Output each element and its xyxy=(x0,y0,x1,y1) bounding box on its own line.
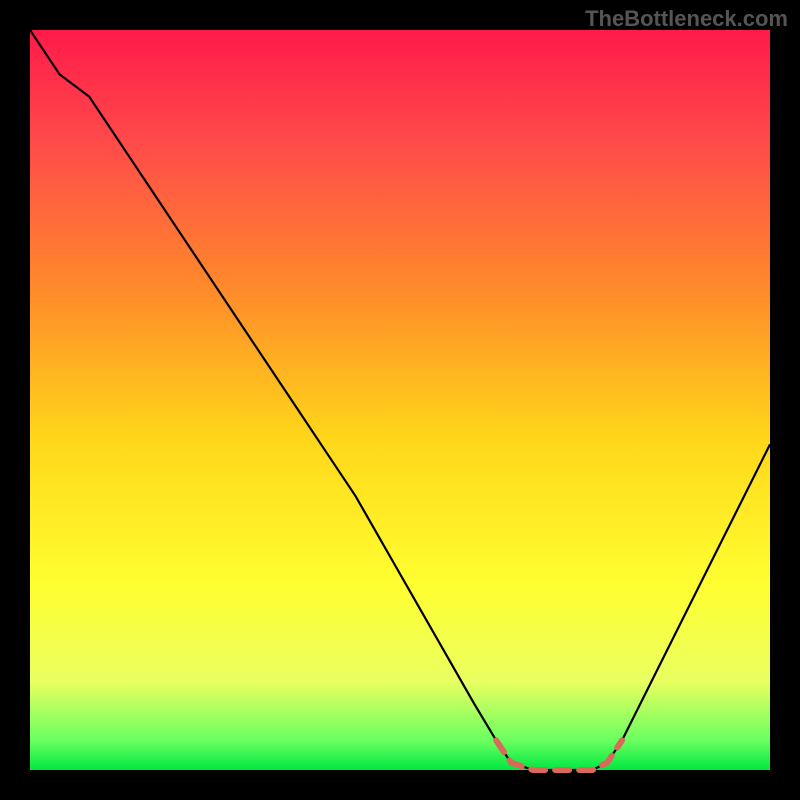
chart-svg xyxy=(30,30,770,770)
plot-area xyxy=(30,30,770,770)
bottleneck-curve xyxy=(30,30,770,770)
watermark-text: TheBottleneck.com xyxy=(585,6,788,32)
valley-highlight xyxy=(496,740,622,770)
